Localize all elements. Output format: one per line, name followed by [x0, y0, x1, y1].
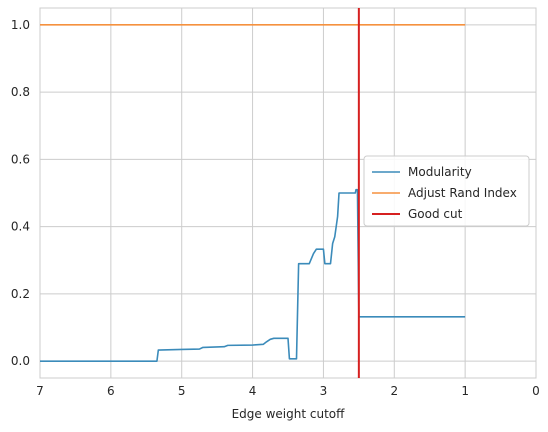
x-tick-label: 7: [36, 384, 44, 398]
x-tick-label: 1: [461, 384, 469, 398]
y-tick-label: 0.6: [11, 152, 30, 166]
y-tick-label: 1.0: [11, 18, 30, 32]
modularity-line: [40, 188, 466, 362]
legend: Modularity Adjust Rand Index Good cut: [363, 155, 530, 227]
legend-box: [363, 155, 530, 227]
x-tick-label: 4: [249, 384, 257, 398]
x-tick-label: 6: [107, 384, 115, 398]
tick-labels: 7 6 5 4 3 2 1 0 0.0 0.2 0.4 0.6 0.8 1.0: [11, 18, 540, 398]
legend-label-adjust-rand-index: Adjust Rand Index: [408, 186, 517, 200]
y-tick-label: 0.8: [11, 85, 30, 99]
series-layer: [40, 8, 466, 378]
x-tick-label: 2: [390, 384, 398, 398]
x-tick-label: 0: [532, 384, 540, 398]
legend-label-modularity: Modularity: [408, 165, 472, 179]
x-tick-label: 3: [320, 384, 328, 398]
y-tick-label: 0.0: [11, 354, 30, 368]
x-tick-label: 5: [178, 384, 186, 398]
y-tick-label: 0.4: [11, 220, 30, 234]
x-axis-label: Edge weight cutoff: [232, 407, 346, 421]
legend-label-good-cut: Good cut: [408, 207, 463, 221]
y-tick-label: 0.2: [11, 287, 30, 301]
